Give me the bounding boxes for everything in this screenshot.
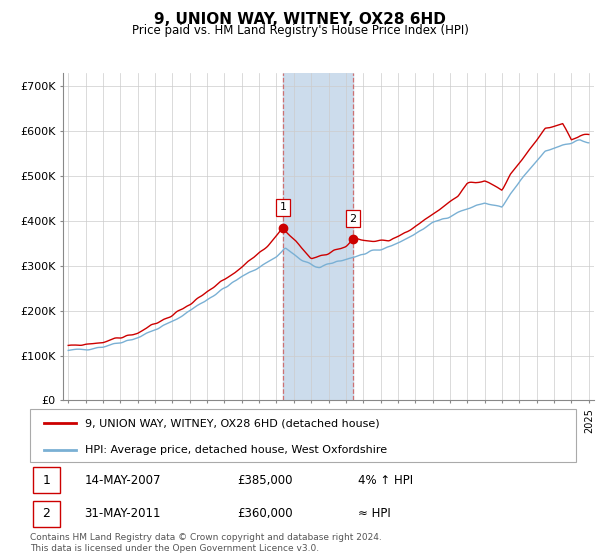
Text: £385,000: £385,000 — [238, 474, 293, 487]
Text: 2: 2 — [43, 507, 50, 520]
Text: 1: 1 — [280, 202, 286, 212]
Text: 2: 2 — [350, 214, 357, 223]
Bar — [33, 467, 60, 493]
Text: 31-MAY-2011: 31-MAY-2011 — [85, 507, 161, 520]
Text: 9, UNION WAY, WITNEY, OX28 6HD: 9, UNION WAY, WITNEY, OX28 6HD — [154, 12, 446, 27]
Text: ≈ HPI: ≈ HPI — [358, 507, 391, 520]
Text: 14-MAY-2007: 14-MAY-2007 — [85, 474, 161, 487]
Text: £360,000: £360,000 — [238, 507, 293, 520]
Text: 9, UNION WAY, WITNEY, OX28 6HD (detached house): 9, UNION WAY, WITNEY, OX28 6HD (detached… — [85, 418, 379, 428]
Text: Price paid vs. HM Land Registry's House Price Index (HPI): Price paid vs. HM Land Registry's House … — [131, 24, 469, 36]
Text: HPI: Average price, detached house, West Oxfordshire: HPI: Average price, detached house, West… — [85, 445, 387, 455]
Text: Contains HM Land Registry data © Crown copyright and database right 2024.
This d: Contains HM Land Registry data © Crown c… — [30, 533, 382, 553]
Text: 1: 1 — [43, 474, 50, 487]
Text: 4% ↑ HPI: 4% ↑ HPI — [358, 474, 413, 487]
Bar — [33, 501, 60, 527]
Bar — [283, 73, 353, 400]
